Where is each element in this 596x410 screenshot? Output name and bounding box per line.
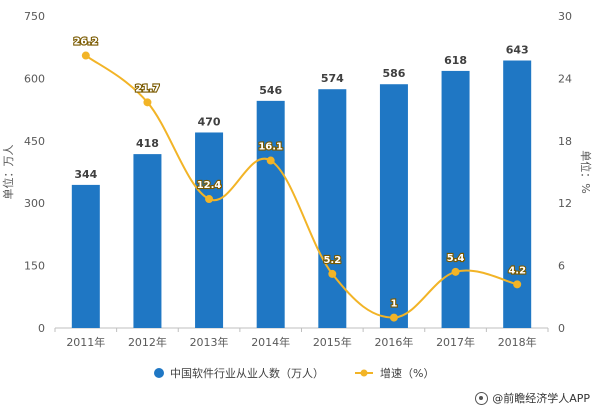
- bar-value-label: 546: [259, 84, 282, 97]
- bar: [133, 154, 162, 328]
- y2-tick-label: 18: [558, 135, 572, 148]
- qianzhan-logo-icon: [475, 391, 489, 405]
- x-tick-label: 2012年: [128, 335, 167, 349]
- growth-point: [143, 98, 152, 107]
- y-tick-label: 150: [24, 260, 45, 273]
- bar: [318, 89, 347, 328]
- bar-value-label: 344: [74, 168, 97, 181]
- bar: [379, 84, 408, 328]
- y-tick-label: 450: [24, 135, 45, 148]
- growth-point: [205, 195, 214, 204]
- bar-value-label: 418: [136, 137, 159, 150]
- growth-line: [81, 51, 522, 322]
- x-tick-label: 2016年: [374, 335, 413, 349]
- credit-text: @前瞻经济学人APP: [492, 392, 590, 405]
- x-tick-label: 2014年: [251, 335, 290, 349]
- bar-value-label: 643: [506, 44, 529, 57]
- growth-value-label: 26.2: [73, 37, 98, 48]
- y2-tick-label: 24: [558, 72, 572, 85]
- growth-point: [328, 269, 337, 278]
- growth-point: [389, 313, 398, 322]
- bar: [71, 184, 100, 328]
- y2-tick-label: 6: [558, 260, 565, 273]
- growth-line-path: [85, 54, 518, 319]
- bar-value-label: 618: [444, 54, 467, 67]
- y-tick-label: 600: [24, 72, 45, 85]
- growth-value-label: 16.1: [258, 142, 283, 153]
- x-tick-label: 2015年: [313, 335, 352, 349]
- bar-value-label: 574: [321, 72, 344, 85]
- bar: [256, 100, 285, 328]
- growth-value-label: 5.4: [447, 253, 465, 264]
- data-labels: 344 418 470 546 574 586 618 643 26.2 21.7 12.4 16.1…: [72, 35, 529, 310]
- bar-value-label: 586: [382, 67, 405, 80]
- x-tick-label: 2018年: [498, 335, 537, 349]
- growth-value-label: 5.2: [323, 255, 341, 266]
- growth-point: [513, 280, 522, 289]
- axes: 0 150 300 450 600 750 0 6 12 18 24 30 2011年 2012年 2013…: [1, 10, 593, 349]
- legend-bar-swatch: [154, 368, 164, 378]
- legend-line-label: 增速（%）: [380, 366, 434, 380]
- growth-value-label: 21.7: [135, 83, 160, 94]
- x-tick-label: 2011年: [66, 335, 105, 349]
- bar-value-label: 470: [198, 115, 221, 128]
- growth-value-label: 1: [390, 299, 397, 310]
- y2-tick-label: 30: [558, 10, 572, 23]
- y-axis-title: 单位：万人: [1, 145, 15, 200]
- bars: [71, 60, 532, 329]
- y-tick-label: 750: [24, 10, 45, 23]
- bar: [195, 132, 224, 328]
- legend-line-marker: [360, 369, 368, 377]
- growth-value-label: 12.4: [197, 180, 222, 191]
- legend-bar-label: 中国软件行业从业人数（万人）: [170, 366, 324, 380]
- legend: 中国软件行业从业人数（万人） 增速（%）: [154, 366, 434, 380]
- x-tick-label: 2017年: [436, 335, 475, 349]
- y2-axis-title: 单位：%: [579, 150, 593, 193]
- bar: [441, 70, 470, 329]
- credit: @前瞻经济学人APP: [475, 390, 590, 406]
- growth-point: [266, 156, 275, 165]
- x-tick-label: 2013年: [190, 335, 229, 349]
- growth-value-label: 4.2: [508, 265, 526, 276]
- y2-tick-label: 12: [558, 197, 572, 210]
- y-tick-label: 0: [38, 322, 45, 335]
- y2-tick-label: 0: [558, 322, 565, 335]
- y-tick-label: 300: [24, 197, 45, 210]
- growth-point: [451, 267, 460, 276]
- growth-point: [81, 51, 90, 60]
